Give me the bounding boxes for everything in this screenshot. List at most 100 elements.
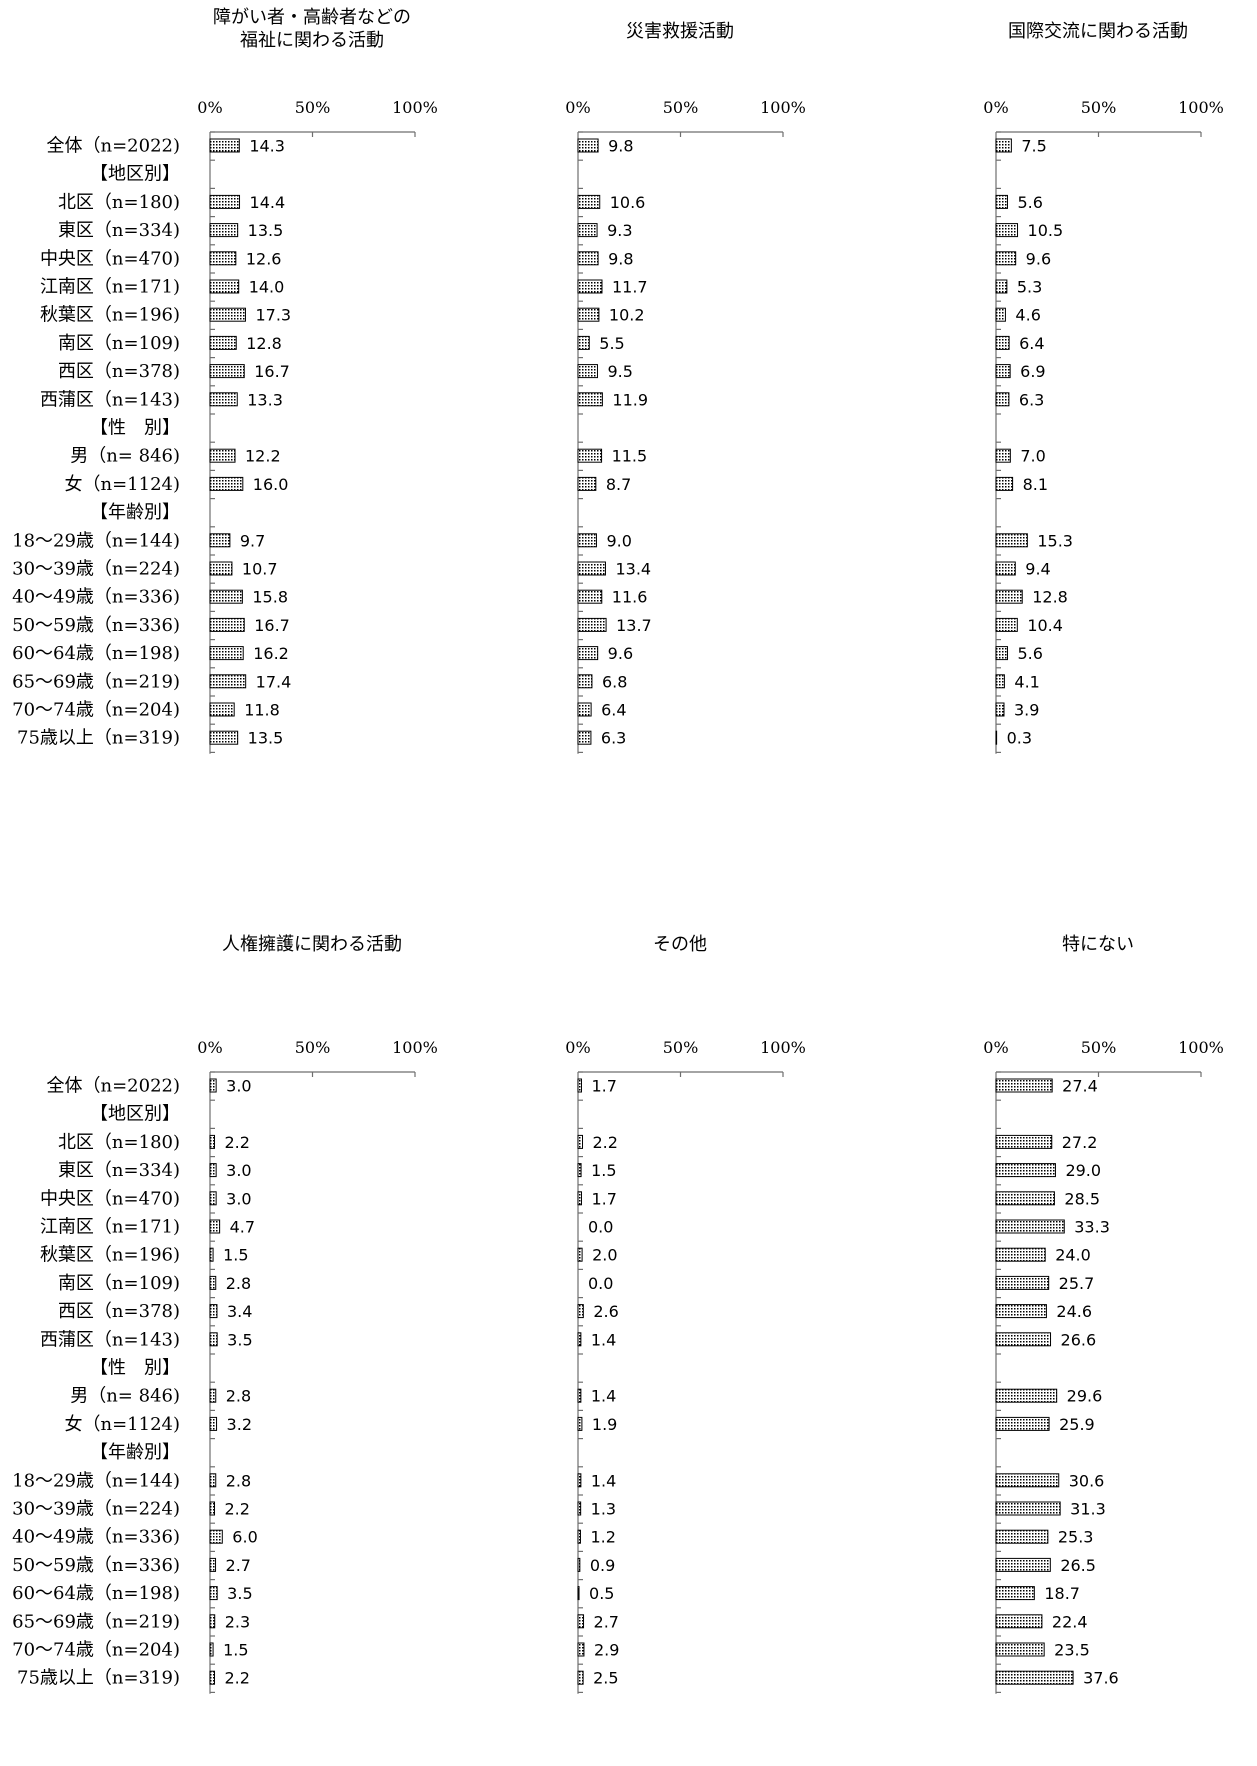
value-label: 16.2 [253,644,289,663]
bar [995,1134,1053,1149]
group-heading: 【年齢別】 [90,1442,180,1463]
value-label: 10.7 [242,560,278,579]
tick-label: 0% [983,98,1008,117]
category-label: 全体（n=2022) [46,1076,180,1097]
bar [995,194,1008,209]
panel-title: その他 [653,934,707,955]
value-label: 2.0 [592,1246,617,1265]
value-label: 0.3 [1007,729,1032,748]
value-label: 1.5 [223,1246,248,1265]
value-label: 13.4 [615,560,651,579]
panel-title: 特にない [1062,934,1134,955]
value-label: 27.4 [1062,1077,1098,1096]
value-label: 10.5 [1028,221,1064,240]
value-label: 5.6 [1017,644,1042,663]
bar [577,1614,585,1629]
bar [995,1332,1052,1347]
category-label: 秋葉区（n=196) [40,305,180,326]
bar [577,1332,582,1347]
category-label: 南区（n=109) [58,1273,180,1294]
bar [995,1163,1056,1178]
panel: その他 0% 50% 100% 1.7 2.2 1.5 1.7 0.0 2.0 0.0 2.6 1.4 1… [565,934,806,1694]
value-label: 1.3 [591,1500,616,1519]
bar [209,702,235,717]
bar [995,1078,1053,1093]
value-label: 5.3 [1017,278,1042,297]
category-label: 中央区（n=470) [40,248,180,269]
panel-title: 国際交流に関わる活動 [1008,21,1188,42]
value-label: 18.7 [1044,1584,1080,1603]
tick-label: 50% [295,98,331,117]
bar [577,392,603,407]
bar [577,279,603,294]
bar [995,307,1006,322]
value-label: 11.9 [612,390,648,409]
panel-title: 災害救援活動 [626,21,734,42]
panel: 災害救援活動 0% 50% 100% 9.8 10.6 9.3 9.8 11.7 10.2 5.5 9… [565,21,806,754]
bar [577,1473,582,1488]
bar [995,1557,1051,1572]
value-label: 6.4 [601,701,626,720]
bar [209,1219,221,1234]
bar [995,1586,1035,1601]
value-label: 1.4 [591,1330,616,1349]
bar [209,1614,216,1629]
bar [577,335,590,350]
tick-label: 0% [565,1038,590,1057]
category-label: 北区（n=180) [58,192,180,213]
category-label: 東区（n=334) [58,1160,180,1181]
bar [577,1529,581,1544]
group-heading: 【性 別】 [90,1358,180,1379]
category-label: 65～69歳（n=219) [12,671,180,692]
value-label: 4.7 [230,1218,255,1237]
category-label: 北区（n=180) [58,1132,180,1153]
value-label: 29.0 [1065,1161,1101,1180]
value-label: 6.4 [1019,334,1044,353]
category-labels-bottom: 全体（n=2022) 【地区別】北区（n=180) 東区（n=334) 中央区（n=4… [12,1076,180,1689]
value-label: 24.6 [1056,1302,1092,1321]
panel-title: 人権擁護に関わる活動 [222,934,402,955]
panel-title: 福祉に関わる活動 [240,30,384,51]
value-label: 2.5 [593,1669,618,1688]
value-label: 9.6 [608,644,633,663]
value-label: 3.0 [226,1077,251,1096]
bar [209,279,240,294]
value-label: 23.5 [1054,1641,1090,1660]
bar [209,448,236,463]
bar [209,589,243,604]
value-label: 1.7 [591,1189,616,1208]
bar [577,1670,584,1685]
value-label: 9.3 [607,221,632,240]
bar [209,730,239,745]
bar [209,1416,218,1431]
value-label: 9.8 [608,137,633,156]
bar [209,1078,217,1093]
category-label: 40～49歳（n=336) [12,1527,180,1548]
value-label: 16.7 [254,616,290,635]
bar [209,392,238,407]
bar [209,194,241,209]
bar [577,589,603,604]
value-label: 6.3 [1019,390,1044,409]
value-label: 2.2 [593,1133,618,1152]
bar [577,251,599,266]
value-label: 1.4 [591,1471,616,1490]
value-label: 14.3 [249,137,285,156]
panel-title: 障がい者・高齢者などの [213,7,411,28]
bar [209,1670,216,1685]
group-heading: 【性 別】 [90,418,180,439]
value-label: 11.5 [612,447,648,466]
value-label: 12.8 [246,334,282,353]
value-label: 14.4 [250,193,286,212]
value-label: 17.4 [256,672,292,691]
value-label: 6.0 [232,1528,257,1547]
bar [995,1219,1065,1234]
value-label: 0.0 [588,1218,613,1237]
value-label: 2.3 [225,1612,250,1631]
bar [577,1191,582,1206]
category-label: 70～74歳（n=204) [12,1640,180,1661]
value-label: 26.5 [1060,1556,1096,1575]
bar [209,223,239,238]
tick-label: 0% [197,1038,222,1057]
